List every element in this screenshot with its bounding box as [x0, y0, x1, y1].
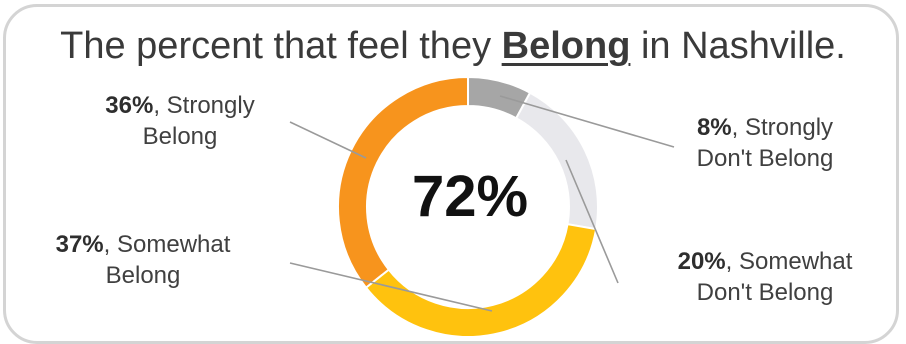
- label-text: Belong: [105, 262, 181, 289]
- label-strongly-belong: 36%, Strongly Belong: [60, 90, 300, 152]
- donut-chart: [289, 75, 675, 336]
- label-text: , Somewhat: [103, 231, 231, 258]
- label-pct: 37%: [55, 231, 104, 258]
- label-strongly-dont-belong: 8%, Strongly Don't Belong: [660, 112, 870, 174]
- leader-line-somewhat-belong: [289, 262, 493, 312]
- center-value: 72%: [411, 164, 529, 229]
- label-text: , Strongly: [731, 114, 834, 141]
- label-pct: 20%: [677, 248, 726, 275]
- label-somewhat-belong: 37%, Somewhat Belong: [18, 229, 268, 291]
- chart-card: [3, 4, 899, 344]
- label-text: , Strongly: [153, 92, 255, 119]
- title-prefix: The percent that feel they: [60, 25, 502, 67]
- label-somewhat-dont-belong: 20%, Somewhat Don't Belong: [646, 246, 884, 308]
- title-suffix: in Nashville.: [630, 25, 846, 67]
- donut-slice-somewhat-belong: [364, 223, 598, 336]
- label-pct: 8%: [696, 114, 732, 141]
- leader-line-strongly-dont-belong: [499, 95, 675, 148]
- label-text: Belong: [142, 123, 218, 150]
- leader-line-strongly-belong: [289, 121, 367, 159]
- title-emphasis: Belong: [501, 25, 631, 67]
- label-text: Don't Belong: [696, 145, 834, 172]
- label-pct: 36%: [105, 92, 154, 119]
- donut-slice-strongly-belong: [337, 75, 469, 290]
- label-text: , Somewhat: [725, 248, 853, 275]
- label-text: Don't Belong: [696, 279, 834, 306]
- leader-line-somewhat-dont-belong: [565, 159, 619, 284]
- chart-title: The percent that feel they Belong in Nas…: [0, 27, 906, 65]
